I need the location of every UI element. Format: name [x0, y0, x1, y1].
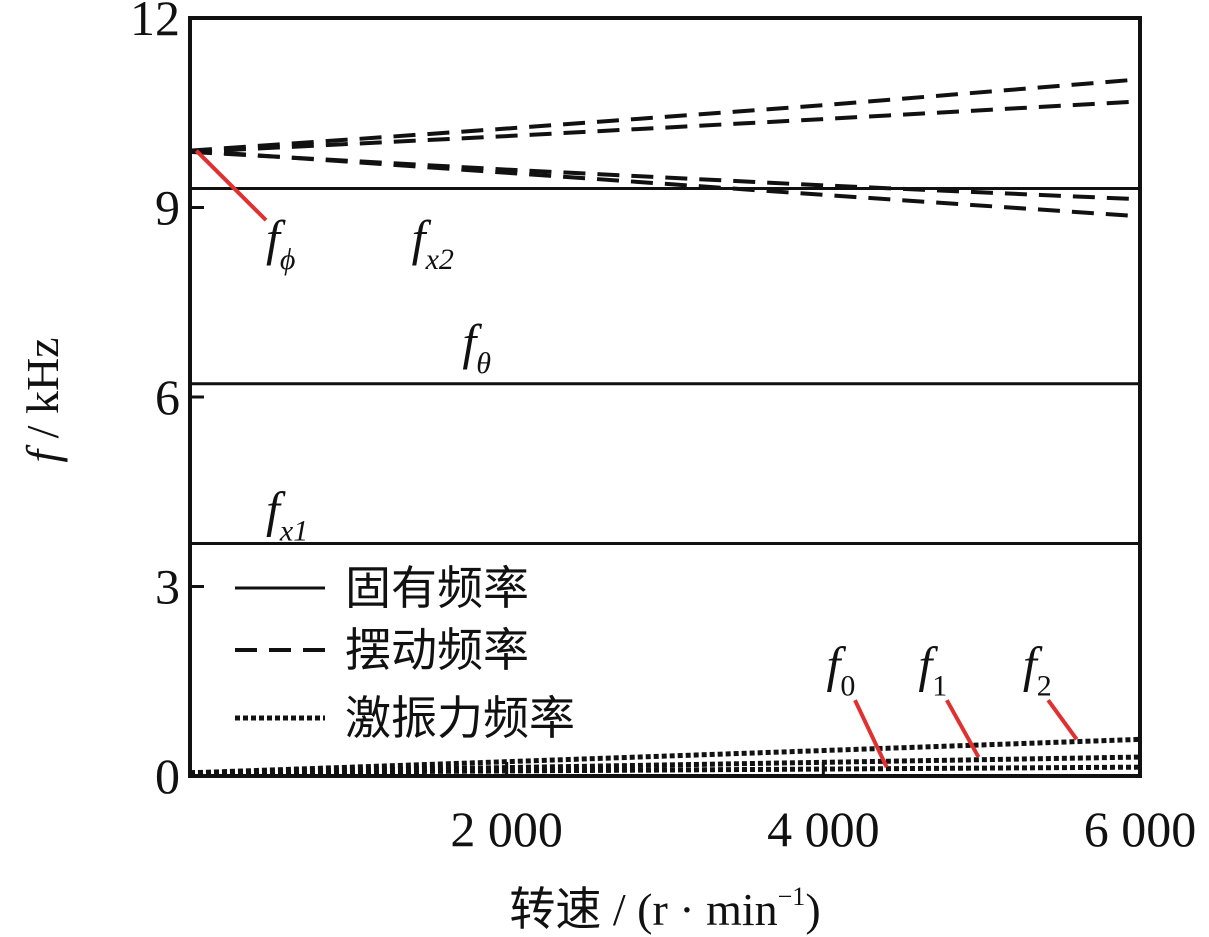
legend-label: 激振力频率 — [345, 693, 575, 744]
series-line-swing_4 — [189, 148, 1141, 219]
x-tick-label: 4 000 — [767, 801, 880, 857]
x-axis-label: 转速 / (r · min−1) — [509, 882, 820, 935]
annotation-label: fx1 — [266, 481, 308, 547]
x-tick-label: 2 000 — [450, 801, 563, 857]
series-line-swing_1 — [189, 77, 1141, 153]
annotation-leader-line — [1046, 699, 1079, 741]
x-tick-label: 6 000 — [1084, 801, 1197, 857]
y-tick-label: 6 — [155, 369, 180, 425]
series-line-swing_2 — [189, 99, 1141, 154]
plot-frame — [188, 16, 1142, 778]
legend-label: 固有频率 — [345, 563, 529, 614]
y-axis-label: f / kHz — [17, 337, 68, 462]
annotation-label: f0 — [827, 636, 856, 702]
axis-ticks: 0 3 6 9 12 2 000 4 000 6 000 — [130, 0, 1196, 857]
annotation-leader-line — [945, 699, 981, 759]
annotation-label: fx2 — [412, 210, 454, 276]
y-tick-label: 9 — [155, 180, 180, 236]
legend-label: 摆动频率 — [345, 625, 529, 676]
series-line-f_2 — [189, 736, 1141, 776]
series-line-swing_3 — [189, 149, 1141, 202]
annotation-label: f2 — [1023, 636, 1052, 702]
annotation-label: fθ — [462, 314, 491, 380]
series-line-f_0 — [189, 764, 1141, 776]
y-tick-label: 0 — [155, 748, 180, 804]
y-tick-label: 3 — [155, 559, 180, 615]
y-tick-label: 12 — [130, 0, 180, 46]
annotation-leader-line — [853, 699, 889, 769]
annotation-label: f1 — [918, 636, 947, 702]
series-line-f_1 — [189, 754, 1141, 776]
annotation-leader-line — [194, 149, 268, 222]
annotation-label: fϕ — [266, 210, 295, 276]
